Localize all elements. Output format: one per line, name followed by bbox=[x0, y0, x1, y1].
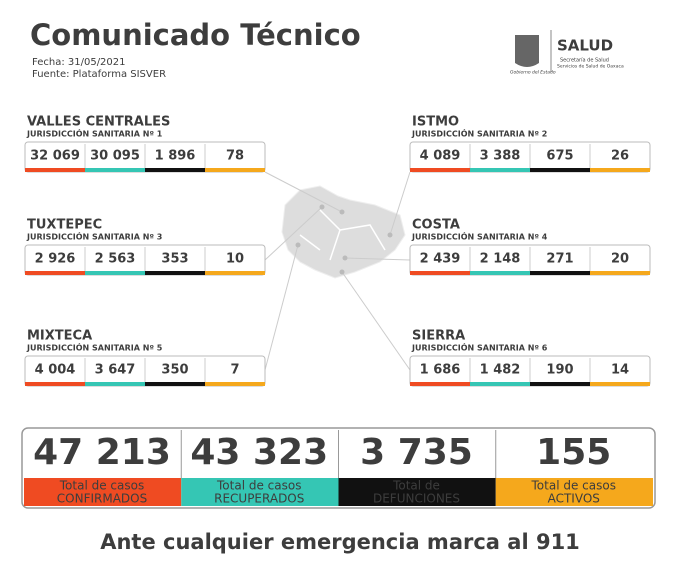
cell-value: 2 563 bbox=[95, 252, 136, 267]
region-subtitle: JURISDICCIÓN SANITARIA Nº 1 bbox=[26, 128, 163, 139]
cell-value: 2 439 bbox=[420, 252, 461, 267]
region-name: MIXTECA bbox=[27, 329, 92, 344]
region-subtitle: JURISDICCIÓN SANITARIA Nº 6 bbox=[411, 342, 548, 353]
cell-value: 350 bbox=[161, 363, 188, 378]
logo-line1: Secretaría de Salud bbox=[560, 57, 609, 64]
cell-bar bbox=[590, 382, 650, 386]
region-subtitle: JURISDICCIÓN SANITARIA Nº 3 bbox=[26, 231, 162, 242]
cell-value: 4 004 bbox=[35, 363, 76, 378]
map-dots bbox=[295, 204, 393, 275]
cell-bar bbox=[590, 168, 650, 172]
logo-line2: Servicios de Salud de Oaxaca bbox=[557, 64, 624, 70]
cell-bar bbox=[590, 271, 650, 275]
cell-bar bbox=[530, 168, 590, 172]
cell-bar bbox=[530, 382, 590, 386]
cell-value: 1 482 bbox=[480, 363, 521, 378]
cell-bar bbox=[25, 382, 85, 386]
title: Comunicado Técnico bbox=[30, 18, 361, 52]
cell-bar bbox=[205, 168, 265, 172]
cell-bar bbox=[85, 271, 145, 275]
cell-value: 32 069 bbox=[30, 149, 80, 164]
region-name: SIERRA bbox=[412, 329, 465, 344]
cell-value: 2 148 bbox=[480, 252, 521, 267]
cell-bar bbox=[530, 271, 590, 275]
cell-bar bbox=[145, 382, 205, 386]
cell-bar bbox=[145, 271, 205, 275]
source: Fuente: Plataforma SISVER bbox=[32, 69, 166, 80]
total-label: Total de casos bbox=[59, 479, 144, 493]
cell-value: 1 686 bbox=[420, 363, 461, 378]
total-label-bg bbox=[495, 478, 653, 506]
cell-value: 78 bbox=[226, 149, 244, 164]
logo-name: SALUD bbox=[557, 37, 613, 55]
cell-value: 353 bbox=[161, 252, 188, 267]
total-label: RECUPERADOS bbox=[214, 492, 304, 506]
cell-value: 20 bbox=[611, 252, 629, 267]
cell-bar bbox=[205, 382, 265, 386]
cell-value: 7 bbox=[230, 363, 239, 378]
total-label: CONFIRMADOS bbox=[57, 492, 147, 506]
total-value: 43 323 bbox=[190, 432, 328, 473]
cell-bar bbox=[470, 271, 530, 275]
total-value: 3 735 bbox=[360, 432, 473, 473]
logo-shield bbox=[515, 35, 539, 67]
total-label: Total de bbox=[392, 479, 440, 493]
cell-bar bbox=[470, 168, 530, 172]
region-name: COSTA bbox=[412, 218, 460, 233]
cell-value: 3 647 bbox=[95, 363, 136, 378]
cell-value: 3 388 bbox=[480, 149, 521, 164]
cell-value: 2 926 bbox=[35, 252, 76, 267]
cell-value: 190 bbox=[546, 363, 573, 378]
cell-bar bbox=[145, 168, 205, 172]
footer: Ante cualquier emergencia marca al 911 bbox=[100, 530, 580, 554]
cell-bar bbox=[85, 168, 145, 172]
cell-value: 1 896 bbox=[155, 149, 196, 164]
region-subtitle: JURISDICCIÓN SANITARIA Nº 2 bbox=[411, 128, 547, 139]
map bbox=[264, 171, 411, 371]
total-value: 155 bbox=[536, 432, 611, 473]
cell-value: 271 bbox=[546, 252, 573, 267]
total-label-bg bbox=[24, 478, 182, 506]
cell-value: 14 bbox=[611, 363, 629, 378]
logo-gov: Gobierno del Estado bbox=[510, 70, 556, 76]
cell-bar bbox=[205, 271, 265, 275]
cell-value: 4 089 bbox=[420, 149, 461, 164]
cell-bar bbox=[25, 168, 85, 172]
region-subtitle: JURISDICCIÓN SANITARIA Nº 4 bbox=[411, 231, 548, 242]
cell-bar bbox=[85, 382, 145, 386]
cell-value: 26 bbox=[611, 149, 629, 164]
cell-value: 675 bbox=[546, 149, 573, 164]
region-name: TUXTEPEC bbox=[27, 218, 102, 233]
cell-bar bbox=[410, 382, 470, 386]
region-borders bbox=[299, 209, 386, 261]
total-value: 47 213 bbox=[33, 432, 171, 473]
cell-bar bbox=[410, 271, 470, 275]
cell-bar bbox=[25, 271, 85, 275]
total-label: Total de casos bbox=[531, 479, 616, 493]
region-name: ISTMO bbox=[412, 115, 459, 130]
cell-bar bbox=[470, 382, 530, 386]
total-label-bg bbox=[181, 478, 339, 506]
state-shape bbox=[281, 185, 406, 279]
total-label-bg bbox=[338, 478, 496, 506]
logo: SALUD Secretaría de Salud Servicios de S… bbox=[510, 30, 624, 76]
date: Fecha: 31/05/2021 bbox=[32, 57, 126, 68]
total-label: Total de casos bbox=[216, 479, 301, 493]
cell-value: 30 095 bbox=[90, 149, 140, 164]
cell-value: 10 bbox=[226, 252, 244, 267]
region-name: VALLES CENTRALES bbox=[27, 115, 170, 130]
cell-bar bbox=[410, 168, 470, 172]
region-subtitle: JURISDICCIÓN SANITARIA Nº 5 bbox=[26, 342, 163, 353]
total-label: ACTIVOS bbox=[548, 492, 600, 506]
total-label: DEFUNCIONES bbox=[373, 492, 460, 506]
connector-lines bbox=[264, 171, 411, 371]
